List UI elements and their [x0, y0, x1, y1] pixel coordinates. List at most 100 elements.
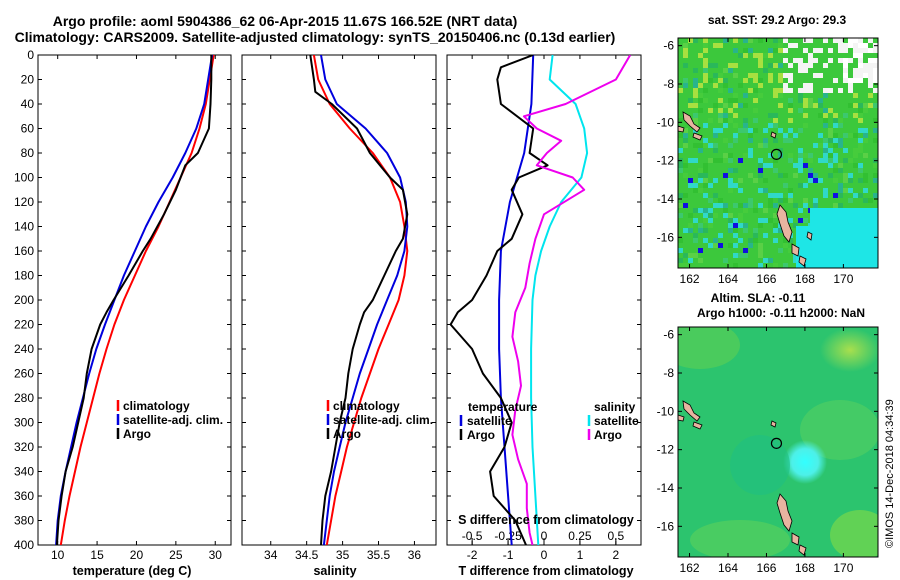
sst-pixel	[693, 183, 698, 188]
sst-pixel	[788, 43, 793, 48]
sst-pixel	[738, 238, 743, 243]
sst-pixel	[783, 58, 788, 63]
sst-pixel	[693, 113, 698, 118]
map-y-tick-label: -16	[657, 519, 675, 533]
sst-pixel	[703, 208, 708, 213]
sst-pixel	[698, 148, 703, 153]
x-tick-label: -1	[503, 548, 514, 562]
sst-pixel	[773, 203, 778, 208]
sst-pixel	[793, 43, 798, 48]
sst-pixel	[678, 248, 683, 253]
sst-pixel	[703, 218, 708, 223]
sst-pixel	[788, 193, 793, 198]
x-tick-label: 15	[90, 548, 104, 562]
sst-pixel	[873, 58, 878, 63]
sst-pixel	[763, 53, 768, 58]
sst-pixel	[843, 73, 848, 78]
sst-pixel	[768, 258, 773, 263]
sst-pixel	[758, 218, 763, 223]
sst-pixel	[793, 58, 798, 63]
sst-map-frame	[677, 37, 879, 269]
sst-pixel	[863, 133, 868, 138]
sst-pixel	[818, 98, 823, 103]
salinity-axes: 34 34.5 35 35.5 36	[242, 54, 436, 562]
sst-pixel	[698, 83, 703, 88]
sst-pixel	[773, 213, 778, 218]
sst-pixel	[698, 143, 703, 148]
sst-pixel	[768, 193, 773, 198]
sst-pixel	[713, 243, 718, 248]
sst-pixel	[703, 68, 708, 73]
sst-map-axes: 162 164 166 168 170 -6 -8 -10 -12 -14 -16	[657, 38, 878, 286]
sst-pixel	[783, 238, 788, 243]
sst-pixel	[693, 158, 698, 163]
sst-pixel	[683, 138, 688, 143]
sst-pixel	[703, 238, 708, 243]
sst-pixel	[858, 148, 863, 153]
y-tick-label: 200	[14, 293, 34, 307]
sst-pixel	[703, 38, 708, 43]
sst-pixel	[783, 133, 788, 138]
sst-pixel	[703, 173, 708, 178]
sst-pixel	[743, 208, 748, 213]
sst-pixel	[703, 193, 708, 198]
sst-pixel	[763, 138, 768, 143]
map-x-tick-label: 166	[756, 272, 776, 286]
sst-pixel	[688, 178, 693, 183]
sst-pixel	[873, 118, 878, 123]
sst-pixel	[783, 198, 788, 203]
sst-pixel	[803, 98, 808, 103]
sst-pixel	[713, 178, 718, 183]
sst-pixel	[823, 158, 828, 163]
sst-pixel	[783, 173, 788, 178]
sst-pixel	[838, 88, 843, 93]
sst-pixel	[738, 158, 743, 163]
sst-pixel	[718, 233, 723, 238]
temperature-axes: 0 20 40 60 80 100 120 140 160 180 200 220 240 260 280 3…	[14, 48, 231, 562]
sst-pixel	[873, 173, 878, 178]
map-x-tick-label: 164	[718, 272, 738, 286]
sst-pixel	[833, 78, 838, 83]
sst-pixel	[848, 173, 853, 178]
y-tick-label: 140	[14, 220, 34, 234]
sst-pixel	[773, 113, 778, 118]
sst-pixel	[683, 133, 688, 138]
island-guadalcanal	[692, 421, 703, 430]
sst-pixel	[743, 253, 748, 258]
sst-pixel	[758, 93, 763, 98]
sst-pixel	[833, 143, 838, 148]
sst-pixel	[733, 233, 738, 238]
sst-pixel	[683, 173, 688, 178]
sst-pixel	[868, 63, 873, 68]
sst-pixel	[693, 233, 698, 238]
sst-pixel	[808, 158, 813, 163]
sst-pixel	[683, 143, 688, 148]
sst-pixel	[708, 218, 713, 223]
sst-pixel	[703, 163, 708, 168]
y-tick-label: 60	[21, 122, 35, 136]
y-tick-label: 380	[14, 514, 34, 528]
sst-pixel	[678, 148, 683, 153]
sst-pixel	[828, 108, 833, 113]
legend-title-temperature: temperature	[468, 400, 538, 414]
x-tick-label: 10	[51, 548, 65, 562]
sst-pixel	[738, 103, 743, 108]
sst-pixel	[788, 108, 793, 113]
sst-pixel	[698, 173, 703, 178]
sst-pixel	[778, 153, 783, 158]
sst-pixel	[863, 178, 868, 183]
sst-pixel	[838, 138, 843, 143]
sst-pixel	[778, 78, 783, 83]
sst-pixel	[683, 163, 688, 168]
sst-pixel	[743, 228, 748, 233]
x-tick-label: 20	[130, 548, 144, 562]
series-line-satellite-adj-clim-	[320, 55, 409, 545]
sst-pixel	[778, 173, 783, 178]
sst-pixel	[853, 148, 858, 153]
sst-pixel	[693, 88, 698, 93]
island-small	[678, 414, 685, 422]
sst-pixel	[773, 123, 778, 128]
sst-pixel	[858, 193, 863, 198]
sst-pixel	[803, 103, 808, 108]
